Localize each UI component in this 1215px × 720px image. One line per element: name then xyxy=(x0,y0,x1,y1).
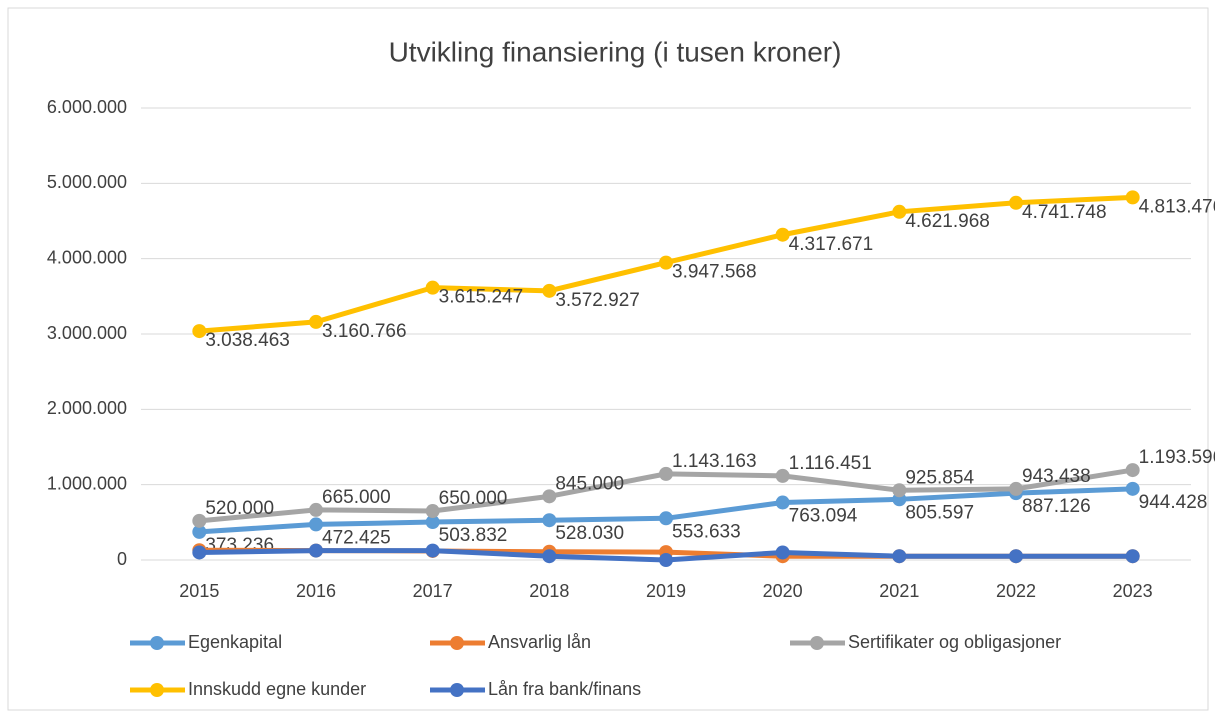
data-label: 943.438 xyxy=(1022,466,1091,487)
data-point xyxy=(309,517,323,532)
data-label: 665.000 xyxy=(322,487,391,508)
data-point xyxy=(775,468,790,483)
data-point xyxy=(425,543,440,558)
data-point xyxy=(659,466,673,481)
data-point xyxy=(192,324,207,339)
y-tick-label: 5.000.000 xyxy=(47,172,127,192)
x-tick-label: 2021 xyxy=(879,581,919,601)
data-point xyxy=(542,513,557,528)
data-label: 805.597 xyxy=(905,502,974,523)
y-tick-label: 6.000.000 xyxy=(47,97,127,117)
data-point xyxy=(542,549,557,564)
data-label: 3.038.463 xyxy=(205,330,290,351)
data-point xyxy=(659,255,673,270)
data-label: 1.116.451 xyxy=(789,453,872,474)
legend-marker xyxy=(810,636,824,650)
data-point xyxy=(1009,549,1023,564)
x-tick-label: 2022 xyxy=(996,581,1036,601)
legend-label: Innskudd egne kunder xyxy=(188,679,366,699)
chart-border xyxy=(7,7,1209,711)
legend-marker xyxy=(150,636,164,650)
data-point xyxy=(192,524,207,539)
legend-marker xyxy=(150,683,164,697)
data-label: 845.000 xyxy=(555,473,624,494)
data-label: 925.854 xyxy=(905,467,974,488)
legend-label: Sertifikater og obligasjoner xyxy=(848,632,1061,652)
data-label: 553.633 xyxy=(672,521,741,542)
data-point xyxy=(1125,481,1140,496)
data-point xyxy=(1009,195,1023,210)
data-label: 3.615.247 xyxy=(439,287,524,308)
x-tick-label: 2019 xyxy=(646,581,686,601)
data-label: 763.094 xyxy=(789,506,858,527)
x-tick-label: 2020 xyxy=(763,581,803,601)
legend-label: Egenkapital xyxy=(188,632,282,652)
x-tick-label: 2016 xyxy=(296,581,336,601)
x-tick-label: 2015 xyxy=(179,581,219,601)
data-point xyxy=(542,489,557,504)
data-label: 944.428 xyxy=(1139,492,1208,513)
legend-marker xyxy=(450,683,464,697)
y-tick-label: 4.000.000 xyxy=(47,247,127,267)
data-point xyxy=(1125,549,1140,564)
x-tick-label: 2017 xyxy=(413,581,453,601)
data-point xyxy=(542,283,557,298)
data-point xyxy=(659,511,673,526)
data-label: 503.832 xyxy=(439,525,508,546)
data-point xyxy=(775,495,790,510)
data-point xyxy=(1125,190,1140,205)
data-label: 472.425 xyxy=(322,527,391,548)
data-label: 4.317.671 xyxy=(789,234,874,255)
data-label: 4.621.968 xyxy=(905,211,990,232)
data-point xyxy=(1125,463,1140,478)
data-label: 887.126 xyxy=(1022,496,1091,517)
data-point xyxy=(192,545,207,560)
data-label: 3.160.766 xyxy=(322,321,407,342)
data-label: 4.741.748 xyxy=(1022,202,1107,223)
y-tick-label: 3.000.000 xyxy=(47,323,127,343)
data-point xyxy=(309,543,323,558)
data-label: 520.000 xyxy=(205,498,274,519)
data-point xyxy=(892,204,907,219)
data-point xyxy=(1009,481,1023,496)
data-point xyxy=(425,515,440,530)
data-label: 650.000 xyxy=(439,488,508,509)
data-point xyxy=(192,513,207,528)
chart-title: Utvikling finansiering (i tusen kroner) xyxy=(389,36,842,67)
data-label: 4.813.476 xyxy=(1139,196,1215,217)
data-point xyxy=(425,504,440,519)
y-tick-label: 1.000.000 xyxy=(47,473,127,493)
data-label: 3.947.568 xyxy=(672,262,757,283)
x-tick-label: 2023 xyxy=(1113,581,1153,601)
data-point xyxy=(425,280,440,295)
data-point xyxy=(775,227,790,242)
legend-label: Lån fra bank/finans xyxy=(488,679,641,699)
x-tick-label: 2018 xyxy=(529,581,569,601)
data-point xyxy=(775,545,790,560)
data-label: 1.193.596 xyxy=(1139,447,1215,468)
legend-label: Ansvarlig lån xyxy=(488,632,591,652)
data-label: 528.030 xyxy=(555,523,624,544)
legend-marker xyxy=(450,636,464,650)
data-point xyxy=(659,553,673,567)
data-point xyxy=(309,314,323,329)
data-point xyxy=(892,549,907,564)
data-label: 1.143.163 xyxy=(672,451,757,472)
y-tick-label: 2.000.000 xyxy=(47,398,127,418)
data-label: 3.572.927 xyxy=(555,290,640,311)
data-point xyxy=(309,502,323,517)
y-tick-label: 0 xyxy=(117,549,127,569)
data-point xyxy=(892,483,907,498)
